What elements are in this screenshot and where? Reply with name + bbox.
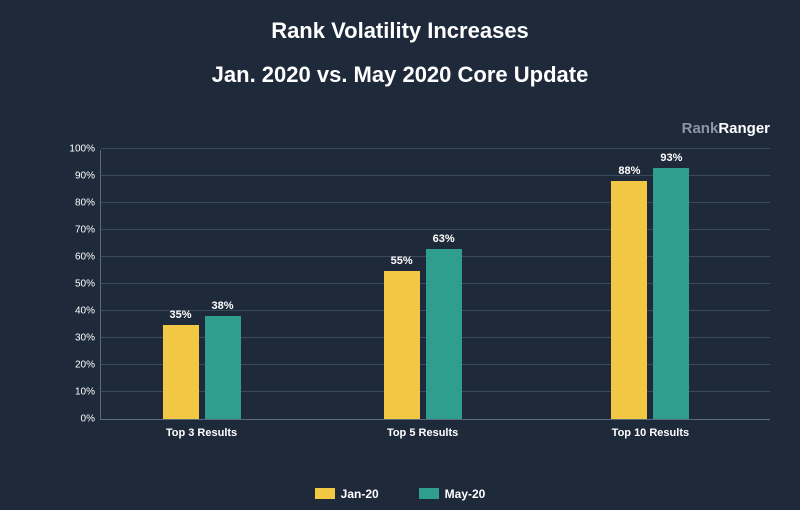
x-tick-label: Top 10 Results — [612, 427, 689, 439]
bar-value-label: 38% — [211, 300, 233, 312]
y-tick-label: 30% — [75, 333, 95, 344]
legend-label: Jan-20 — [341, 487, 379, 501]
chart-area: 0%10%20%30%40%50%60%70%80%90%100%35%38%T… — [60, 150, 770, 450]
brand-logo: RankRanger — [682, 120, 770, 137]
y-tick-label: 70% — [75, 225, 95, 236]
bar: 63% — [426, 249, 462, 419]
chart-title-block: Rank Volatility Increases Jan. 2020 vs. … — [0, 0, 800, 88]
y-tick-label: 20% — [75, 360, 95, 371]
y-tick-label: 10% — [75, 387, 95, 398]
y-tick-label: 60% — [75, 252, 95, 263]
x-tick-label: Top 3 Results — [166, 427, 237, 439]
legend-item: May-20 — [419, 487, 486, 501]
y-tick-label: 50% — [75, 279, 95, 290]
brand-part1: Rank — [682, 120, 719, 137]
bar-value-label: 35% — [169, 309, 191, 321]
bar-value-label: 93% — [660, 152, 682, 164]
bar-value-label: 55% — [391, 255, 413, 267]
brand-part2: Ranger — [718, 120, 770, 137]
bar-value-label: 63% — [433, 233, 455, 245]
y-tick-label: 90% — [75, 171, 95, 182]
chart-title-line1: Rank Volatility Increases — [0, 18, 800, 44]
bar: 35% — [163, 325, 199, 420]
legend-swatch — [315, 488, 335, 499]
y-tick-label: 40% — [75, 306, 95, 317]
bar-value-label: 88% — [618, 165, 640, 177]
x-tick-label: Top 5 Results — [387, 427, 458, 439]
bar: 55% — [384, 271, 420, 420]
chart-plot: 0%10%20%30%40%50%60%70%80%90%100%35%38%T… — [100, 150, 770, 420]
legend-swatch — [419, 488, 439, 499]
y-tick-label: 80% — [75, 198, 95, 209]
legend-label: May-20 — [445, 487, 486, 501]
legend-item: Jan-20 — [315, 487, 379, 501]
chart-title-line2: Jan. 2020 vs. May 2020 Core Update — [0, 62, 800, 88]
bar: 38% — [205, 316, 241, 419]
bar: 88% — [611, 181, 647, 419]
gridline — [101, 148, 770, 149]
chart-legend: Jan-20 May-20 — [0, 487, 800, 503]
y-tick-label: 0% — [81, 414, 95, 425]
bar: 93% — [653, 168, 689, 419]
y-tick-label: 100% — [69, 144, 95, 155]
